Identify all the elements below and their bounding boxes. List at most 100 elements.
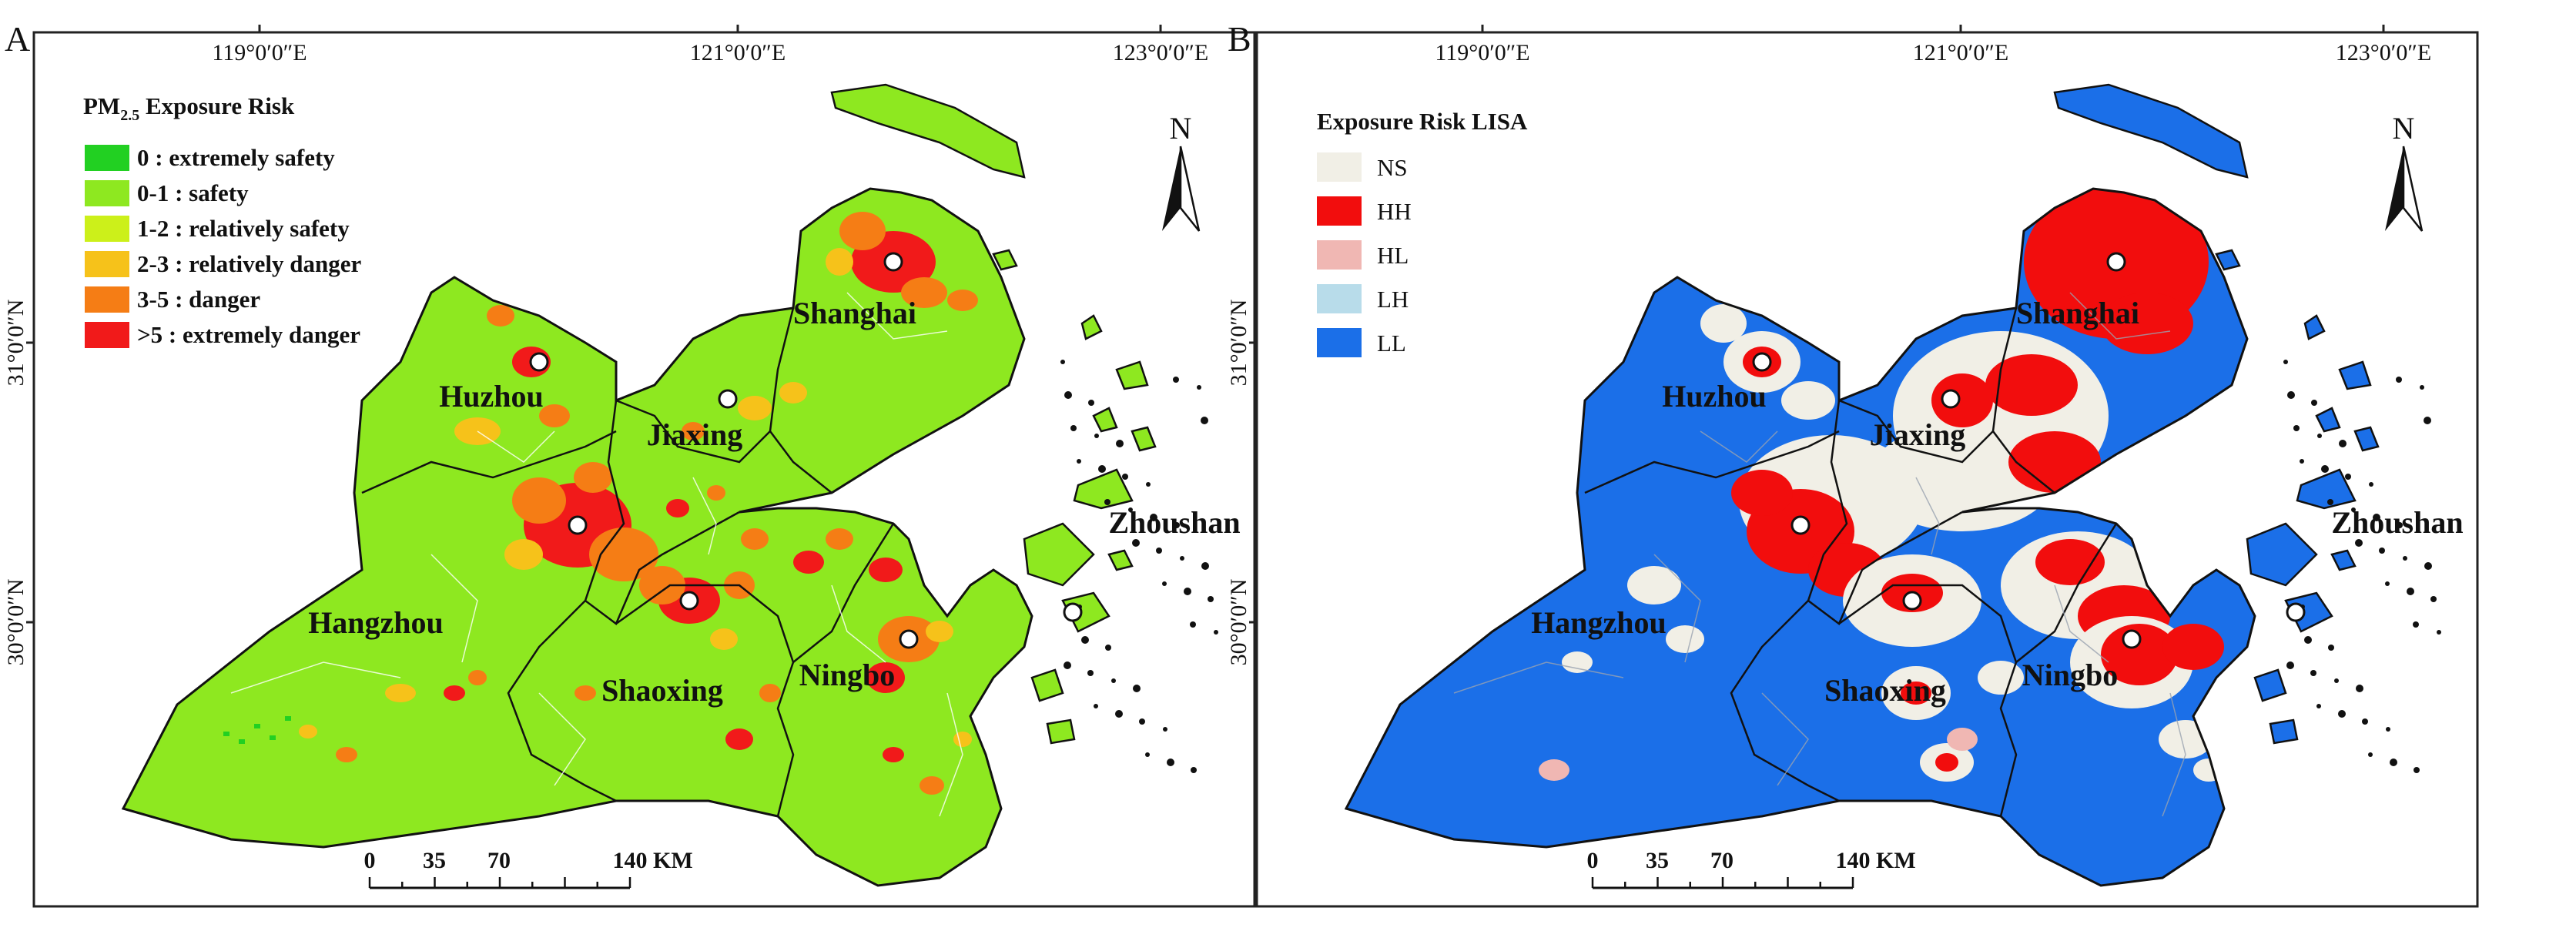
- lon-tick-label-a-1: 121°0′0″E: [690, 40, 786, 65]
- north-label-a: N: [1170, 111, 1192, 146]
- panel-letter-b: B: [1228, 19, 1251, 59]
- risk-patch-b-29: [1947, 728, 1978, 751]
- legend-swatch-a-0: [85, 145, 129, 171]
- lat-tick-label-a-1: 30°0′0″N: [3, 579, 28, 666]
- islet-b-34: [2327, 499, 2333, 505]
- islet-a-18: [1111, 678, 1116, 683]
- island-a-9: [1092, 407, 1118, 433]
- legend-swatch-a-2: [85, 216, 129, 242]
- safe-cell-2: [239, 739, 245, 744]
- islet-b-16: [2430, 596, 2437, 602]
- county-border-a-2: [477, 430, 555, 463]
- legend-label-b-4: LL: [1377, 330, 1406, 357]
- legend-swatch-b-0: [1317, 152, 1362, 182]
- city-border-a-0: [361, 430, 617, 494]
- islet-b-20: [2390, 759, 2397, 766]
- island-a-10: [1131, 426, 1157, 452]
- islet-b-0: [2283, 360, 2288, 364]
- islet-a-2: [1116, 440, 1124, 447]
- islet-a-4: [1174, 522, 1180, 528]
- island-b-2: [2303, 314, 2326, 340]
- safe-cell-3: [285, 716, 291, 721]
- islet-a-9: [1163, 727, 1167, 732]
- islet-a-20: [1167, 759, 1174, 766]
- islet-a-26: [1184, 588, 1191, 595]
- legend-swatch-b-4: [1317, 328, 1362, 357]
- islet-b-7: [2328, 645, 2334, 651]
- islet-b-36: [2385, 581, 2390, 586]
- city-marker-shanghai-b: [2106, 252, 2126, 272]
- city-label-hangzhou-b: Hangzhou: [1531, 605, 1667, 640]
- city-marker-hangzhou-a: [568, 515, 588, 535]
- island-a-8: [1046, 718, 1076, 745]
- risk-patch-b-18: [2162, 624, 2224, 670]
- island-b-7: [2253, 668, 2287, 702]
- risk-patch-b-21: [1700, 304, 1747, 343]
- islet-a-11: [1064, 391, 1072, 399]
- risk-patch-a-42: [707, 485, 725, 501]
- risk-patch-a-11: [639, 566, 685, 604]
- risk-patch-a-4: [947, 290, 978, 311]
- risk-patch-a-27: [826, 528, 853, 550]
- islet-a-23: [1098, 465, 1106, 473]
- islet-a-17: [1081, 636, 1089, 644]
- risk-patch-a-39: [953, 732, 972, 747]
- legend-swatch-b-1: [1317, 196, 1362, 226]
- scale-label-a-0: 0: [364, 848, 376, 873]
- risk-patch-a-24: [779, 382, 807, 404]
- islet-a-5: [1201, 562, 1209, 570]
- risk-patch-a-34: [725, 728, 753, 750]
- county-border-b-3: [1915, 477, 1940, 555]
- county-border-b-1: [1653, 554, 1701, 663]
- county-border-a-5: [846, 292, 948, 340]
- risk-patch-a-2: [901, 277, 947, 308]
- risk-patch-a-35: [759, 684, 781, 702]
- county-border-a-3: [692, 477, 717, 555]
- safe-cell-4: [223, 732, 229, 736]
- islet-a-16: [1208, 596, 1214, 602]
- risk-patch-a-22: [539, 404, 570, 427]
- city-label-hangzhou-a: Hangzhou: [308, 605, 444, 640]
- islet-a-24: [1128, 507, 1133, 512]
- islet-b-39: [2316, 704, 2321, 708]
- legend-label-a-0: 0 : extremely safety: [137, 144, 335, 171]
- city-label-shanghai-b: Shanghai: [2016, 296, 2139, 330]
- city-label-jiaxing-a: Jiaxing: [647, 417, 742, 452]
- north-arrow-a: N: [1162, 111, 1201, 232]
- county-border-a-7: [538, 692, 586, 786]
- lon-tick-label-b-2: 123°0′0″E: [2336, 40, 2431, 65]
- scale-label-b-1: 35: [1646, 848, 1669, 873]
- scale-label-a-3: 140: [613, 848, 648, 873]
- island-b-4: [2296, 468, 2357, 510]
- city-marker-shaoxing-b: [1902, 591, 1922, 611]
- islet-b-29: [2338, 710, 2346, 718]
- city-border-b-4: [2015, 523, 2118, 663]
- county-border-a-6: [939, 692, 963, 817]
- risk-patch-a-29: [741, 528, 769, 550]
- county-border-a-1: [430, 554, 478, 663]
- lat-tick-label-b-1: 30°0′0″N: [1226, 579, 1251, 666]
- risk-patch-a-6: [512, 477, 566, 524]
- safe-cell-0: [254, 724, 260, 728]
- risk-patch-a-32: [385, 684, 416, 702]
- north-arrow-right-b: [2402, 146, 2424, 232]
- risk-patch-a-9: [574, 462, 612, 493]
- islet-b-21: [2420, 385, 2424, 390]
- risk-patch-b-1: [2101, 293, 2193, 354]
- islet-b-9: [2386, 727, 2390, 732]
- islet-a-12: [1094, 434, 1099, 438]
- lon-tick-label-a-2: 123°0′0″E: [1113, 40, 1208, 65]
- risk-patch-b-17: [2101, 624, 2178, 685]
- legend-label-a-4: 3-5 : danger: [137, 286, 260, 313]
- scale-unit-b: KM: [1876, 848, 1916, 873]
- island-a-4: [1073, 468, 1134, 510]
- city-label-ningbo-a: Ningbo: [799, 658, 896, 692]
- islet-a-10: [1191, 767, 1197, 773]
- risk-patch-b-30: [1978, 661, 2024, 695]
- city-label-ningbo-b: Ningbo: [2022, 658, 2119, 692]
- legend-swatch-a-3: [85, 251, 129, 277]
- risk-patch-b-32: [1666, 625, 1704, 653]
- islet-b-32: [2424, 417, 2431, 424]
- islet-b-37: [2413, 621, 2419, 628]
- risk-patch-a-36: [574, 685, 596, 701]
